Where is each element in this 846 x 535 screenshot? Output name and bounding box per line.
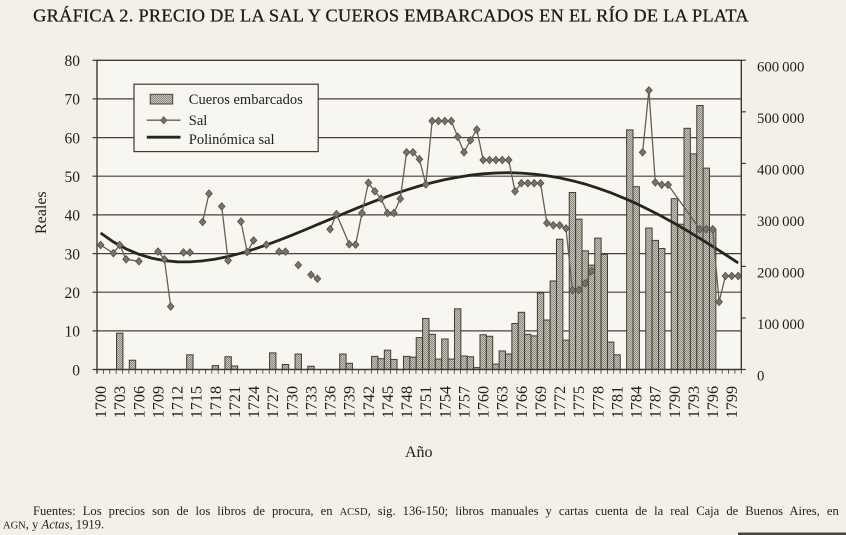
svg-text:1733: 1733 (302, 386, 320, 418)
svg-text:1754: 1754 (436, 386, 454, 418)
svg-text:1721: 1721 (226, 386, 244, 418)
svg-text:1787: 1787 (647, 386, 665, 418)
svg-text:20: 20 (65, 285, 81, 302)
svg-text:1718: 1718 (207, 386, 225, 418)
svg-text:1757: 1757 (455, 386, 473, 418)
svg-text:40: 40 (65, 208, 81, 225)
svg-text:400 000: 400 000 (757, 162, 804, 178)
svg-text:GRÁFICA 2. PRECIO DE LA SAL Y: GRÁFICA 2. PRECIO DE LA SAL Y CUEROS EMB… (33, 5, 749, 26)
svg-text:1766: 1766 (513, 386, 531, 418)
svg-text:1715: 1715 (188, 386, 206, 418)
svg-text:1760: 1760 (475, 386, 493, 418)
svg-text:Cueros embarcados: Cueros embarcados (189, 92, 303, 108)
svg-text:100 000: 100 000 (757, 317, 804, 333)
svg-text:1781: 1781 (609, 386, 627, 418)
svg-text:1793: 1793 (685, 386, 703, 418)
svg-text:Reales: Reales (33, 191, 50, 234)
svg-text:1709: 1709 (149, 386, 167, 418)
svg-text:Año: Año (405, 444, 433, 461)
svg-text:600 000: 600 000 (757, 59, 804, 75)
svg-text:AGN, y Actas, 1919.: AGN, y Actas, 1919. (3, 518, 104, 532)
svg-text:1703: 1703 (111, 386, 129, 418)
svg-text:1784: 1784 (628, 386, 646, 418)
svg-text:300 000: 300 000 (757, 214, 804, 230)
svg-text:80: 80 (65, 53, 81, 70)
svg-text:1736: 1736 (322, 386, 340, 418)
svg-text:1700: 1700 (92, 386, 110, 418)
svg-text:1748: 1748 (398, 386, 416, 418)
svg-text:1751: 1751 (417, 386, 435, 418)
svg-text:0: 0 (72, 362, 80, 379)
svg-text:Sal: Sal (189, 113, 208, 129)
svg-text:1742: 1742 (360, 386, 378, 418)
svg-text:10: 10 (65, 324, 81, 341)
svg-text:1763: 1763 (494, 386, 512, 418)
svg-text:1799: 1799 (723, 386, 741, 418)
svg-text:1778: 1778 (589, 386, 607, 418)
svg-text:0: 0 (757, 369, 764, 385)
svg-text:30: 30 (65, 246, 81, 263)
svg-text:200 000: 200 000 (757, 265, 804, 281)
svg-text:1712: 1712 (169, 386, 187, 418)
svg-text:Polinómica sal: Polinómica sal (189, 132, 275, 148)
svg-text:1769: 1769 (532, 386, 550, 418)
svg-text:1706: 1706 (130, 386, 148, 418)
svg-text:1745: 1745 (379, 386, 397, 418)
svg-text:1796: 1796 (704, 386, 722, 418)
svg-text:1730: 1730 (283, 386, 301, 418)
svg-text:1775: 1775 (570, 386, 588, 418)
svg-text:50: 50 (65, 169, 81, 186)
svg-text:1724: 1724 (245, 386, 263, 418)
svg-text:60: 60 (65, 130, 81, 147)
svg-text:1790: 1790 (666, 386, 684, 418)
svg-text:1772: 1772 (551, 386, 569, 418)
svg-text:1739: 1739 (341, 386, 359, 418)
svg-text:500 000: 500 000 (757, 111, 804, 127)
svg-text:70: 70 (65, 92, 81, 109)
svg-text:Fuentes: Los precios son de lo: Fuentes: Los precios son de los libros d… (33, 504, 839, 518)
svg-text:1727: 1727 (264, 386, 282, 418)
